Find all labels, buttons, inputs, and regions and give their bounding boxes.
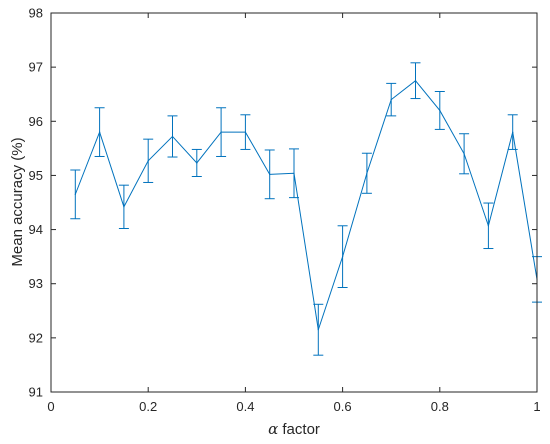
y-tick-label: 92	[29, 330, 43, 345]
x-tick-label: 0.8	[431, 399, 449, 414]
error-bar	[313, 303, 324, 356]
plot-frame	[50, 12, 538, 393]
error-bar	[167, 115, 178, 158]
error-bar	[143, 138, 154, 183]
data-point	[99, 131, 101, 133]
data-point	[220, 131, 222, 133]
error-bar	[264, 149, 275, 200]
data-point	[317, 329, 319, 331]
error-bar	[337, 225, 348, 289]
data-point	[439, 109, 441, 112]
error-bar	[289, 148, 299, 199]
error-bar	[240, 114, 251, 150]
y-tick-label: 98	[29, 6, 43, 21]
data-point	[293, 172, 295, 174]
error-bar	[507, 114, 518, 150]
error-bar	[483, 202, 494, 250]
tick-layer: 0 0.2 0.4 0.6 0.8 1 91 92 93 94 95 96 97 98	[29, 6, 541, 415]
plot-background	[51, 13, 537, 392]
y-tick-label: 91	[29, 385, 43, 400]
y-tick-label: 97	[29, 60, 43, 75]
data-point	[366, 172, 368, 174]
error-bar	[361, 152, 372, 194]
error-bar	[459, 133, 470, 175]
data-point	[487, 225, 489, 227]
error-bar	[94, 107, 105, 157]
error-bar	[70, 169, 81, 220]
x-tick-label: 0.2	[139, 399, 157, 414]
error-bar	[191, 148, 202, 178]
data-point	[74, 193, 76, 195]
data-point	[244, 131, 246, 133]
data-point	[463, 153, 465, 155]
data-point	[342, 256, 344, 258]
error-bar	[386, 82, 397, 117]
y-axis-label: Mean accuracy (%)	[9, 137, 26, 266]
y-tick-label: 93	[29, 276, 43, 291]
data-point	[512, 131, 514, 133]
x-axis-label: α factor	[268, 420, 320, 438]
x-tick-label: 0.6	[334, 399, 352, 414]
data-point	[147, 160, 149, 162]
x-axis-label-symbol: α	[268, 420, 278, 438]
y-tick-label: 95	[29, 168, 43, 183]
series-layer	[70, 62, 542, 356]
data-point	[414, 80, 417, 82]
series-line	[74, 79, 538, 330]
x-tick-label: 1	[533, 399, 540, 414]
error-bar	[216, 107, 227, 157]
x-tick-label: 0	[47, 399, 54, 414]
data-point	[171, 135, 174, 138]
x-tick-label: 0.4	[236, 399, 254, 414]
x-axis-label-text: factor	[278, 421, 320, 438]
error-bar	[410, 62, 421, 100]
data-point	[123, 206, 125, 208]
y-tick-label: 94	[29, 222, 43, 237]
data-point	[390, 99, 392, 101]
error-bar	[118, 184, 129, 229]
error-bar	[434, 91, 445, 130]
y-tick-label: 96	[29, 114, 43, 129]
data-point	[196, 162, 198, 164]
data-point	[269, 173, 271, 175]
